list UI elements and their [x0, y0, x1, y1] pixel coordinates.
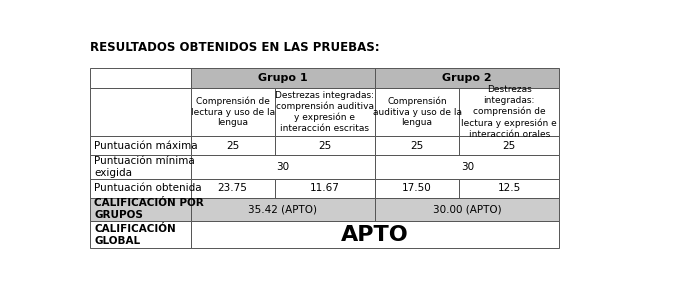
Bar	[190, 136, 274, 155]
Bar	[375, 178, 459, 198]
Text: 25: 25	[318, 140, 332, 150]
Text: 25: 25	[503, 140, 516, 150]
Bar	[190, 155, 375, 178]
Text: RESULTADOS OBTENIDOS EN LAS PRUEBAS:: RESULTADOS OBTENIDOS EN LAS PRUEBAS:	[90, 41, 380, 54]
Text: 17.50: 17.50	[402, 183, 432, 193]
Text: 30: 30	[276, 162, 289, 172]
Bar	[90, 88, 190, 136]
Text: CALIFICACIÓN
GLOBAL: CALIFICACIÓN GLOBAL	[94, 224, 176, 246]
Bar	[190, 198, 375, 221]
Text: 35.42 (APTO): 35.42 (APTO)	[248, 205, 317, 214]
Bar	[274, 136, 375, 155]
Text: CALIFICACIÓN POR
GRUPOS: CALIFICACIÓN POR GRUPOS	[94, 199, 204, 220]
Bar	[375, 68, 559, 88]
Bar	[190, 178, 274, 198]
Bar	[375, 155, 559, 178]
Bar	[90, 198, 190, 221]
Text: Comprensión
auditiva y uso de la
lengua: Comprensión auditiva y uso de la lengua	[372, 96, 461, 127]
Bar	[375, 136, 459, 155]
Bar	[90, 178, 190, 198]
Text: APTO: APTO	[341, 225, 409, 245]
Bar	[90, 155, 190, 178]
Text: 12.5: 12.5	[498, 183, 521, 193]
Text: Puntuación mínima
exigida: Puntuación mínima exigida	[94, 156, 195, 178]
Bar	[90, 136, 190, 155]
Bar	[459, 88, 559, 136]
Bar	[375, 88, 459, 136]
Bar	[274, 178, 375, 198]
Bar	[190, 68, 375, 88]
Text: Comprensión de
lectura y uso de la
lengua: Comprensión de lectura y uso de la lengu…	[190, 96, 274, 127]
Text: Puntuación máxima: Puntuación máxima	[94, 140, 197, 150]
Bar	[190, 88, 274, 136]
Bar	[375, 198, 559, 221]
Bar	[459, 136, 559, 155]
Text: Puntuación obtenida: Puntuación obtenida	[94, 183, 202, 193]
Text: Grupo 2: Grupo 2	[442, 73, 492, 83]
Text: Destrezas
integradas:
comprensión de
lectura y expresión e
interacción orales: Destrezas integradas: comprensión de lec…	[461, 85, 557, 139]
Text: 30: 30	[461, 162, 474, 172]
Bar	[90, 68, 190, 88]
Bar	[190, 221, 559, 248]
Text: Grupo 1: Grupo 1	[258, 73, 307, 83]
Bar	[459, 178, 559, 198]
Text: 25: 25	[226, 140, 239, 150]
Text: 30.00 (APTO): 30.00 (APTO)	[433, 205, 502, 214]
Text: 11.67: 11.67	[310, 183, 340, 193]
Bar	[274, 88, 375, 136]
Bar	[90, 221, 190, 248]
Text: 23.75: 23.75	[218, 183, 248, 193]
Text: Destrezas integradas:
comprensión auditiva
y expresión e
interacción escritas: Destrezas integradas: comprensión auditi…	[275, 91, 374, 133]
Text: 25: 25	[410, 140, 424, 150]
